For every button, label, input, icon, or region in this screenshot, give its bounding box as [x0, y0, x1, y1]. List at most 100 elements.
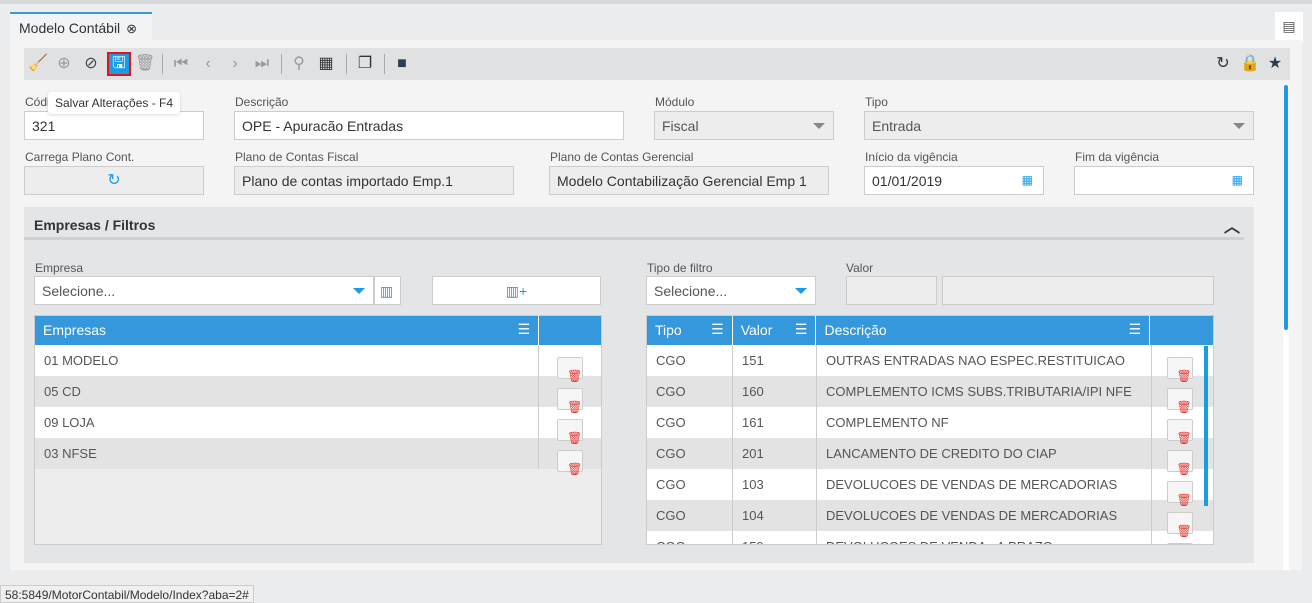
tipo-cell: CGO — [647, 469, 733, 500]
table-row[interactable]: 05 CD 🗑 — [35, 376, 601, 414]
delete-cell: 🗑 — [539, 376, 601, 414]
empresa-cell: 03 NFSE — [35, 438, 540, 469]
cancel-icon[interactable]: ⊘ — [84, 55, 98, 72]
tipo-label: Tipo — [865, 95, 888, 109]
empresa-select[interactable]: Selecione... — [34, 276, 374, 305]
empresa-cell: 05 CD — [35, 376, 540, 407]
valor-cell: 151 — [733, 345, 817, 376]
inicio-value: 01/01/2019 — [872, 173, 943, 189]
clean-broom-icon[interactable]: 🧹 — [28, 55, 48, 72]
delete-row-trash-icon[interactable]: 🗑 — [1166, 512, 1193, 538]
save-tooltip: Salvar Alterações - F4 — [48, 92, 181, 114]
table-row[interactable]: CGO159DEVOLUCOES DE VENDA - A PRAZO 🗑 — [647, 531, 1213, 544]
delete-row-trash-icon[interactable]: 🗑 — [1166, 419, 1193, 445]
tab-title: Modelo Contábil — [19, 20, 121, 36]
valor-input-1[interactable] — [846, 276, 937, 305]
descricao-cell: DEVOLUCOES DE VENDAS DE MERCADORIAS — [817, 469, 1152, 500]
layers-icon[interactable]: ■ — [397, 55, 407, 72]
descricao-column-header[interactable]: Descrição ☰ — [816, 316, 1151, 345]
refresh-icon[interactable]: ↻ — [1216, 55, 1230, 72]
page-scrollbar-thumb[interactable] — [1284, 85, 1288, 330]
column-menu-icon[interactable]: ☰ — [1128, 321, 1142, 337]
valor-cell: 103 — [733, 469, 817, 500]
delete-cell: 🗑 — [1152, 531, 1207, 544]
filtros-grid: Tipo ☰ Valor ☰ Descrição ☰ CGO 151 OUTRAS ENT… — [646, 315, 1214, 545]
last-record-icon[interactable]: ⏭ — [254, 55, 270, 72]
status-url: 58:5849/MotorContabil/Modelo/Index?aba=2… — [0, 585, 254, 603]
delete-row-trash-icon[interactable]: 🗑 — [1166, 543, 1193, 544]
tab-modelo-contabil[interactable]: Modelo Contábil ⊗ — [10, 12, 152, 40]
tipo-cell: CGO — [647, 438, 733, 469]
tipo-filtro-select[interactable]: Selecione... — [646, 276, 816, 305]
next-record-icon[interactable]: › — [232, 55, 238, 72]
favorite-star-icon[interactable]: ★ — [1267, 55, 1283, 72]
table-row[interactable]: CGO 160 COMPLEMENTO ICMS SUBS.TRIBUTARIA/I… — [647, 376, 1213, 414]
empresa-value: Selecione... — [42, 283, 116, 299]
table-row[interactable]: CGO 161 COMPLEMENTO NF 🗑 — [647, 407, 1213, 445]
tipo-filtro-label: Tipo de filtro — [647, 261, 713, 275]
table-row[interactable]: 03 NFSE 🗑 — [35, 438, 601, 476]
section-title: Empresas / Filtros — [34, 217, 156, 233]
header-label: Empresas — [43, 322, 107, 338]
plano-fiscal-input[interactable]: Plano de contas importado Emp.1 — [234, 166, 514, 195]
codigo-input[interactable]: 321 — [24, 111, 204, 140]
tipo-select[interactable]: Entrada — [864, 111, 1254, 140]
table-row[interactable]: CGO 201 LANCAMENTO DE CREDITO DO CIAP 🗑 — [647, 438, 1213, 476]
fim-date-input[interactable]: ▦ — [1074, 166, 1254, 195]
save-icon[interactable]: 🖫 — [107, 52, 131, 76]
close-windows-icon[interactable]: ▤ — [1275, 12, 1303, 42]
valor-cell: 160 — [733, 376, 817, 407]
table-row[interactable]: 09 LOJA 🗑 — [35, 407, 601, 445]
modulo-select[interactable]: Fiscal — [654, 111, 834, 140]
tipo-cell: CGO — [647, 407, 733, 438]
delete-row-trash-icon[interactable]: 🗑 — [557, 419, 584, 445]
delete-icon[interactable]: 🗑 — [135, 55, 156, 72]
calendar-icon[interactable]: ▦ — [1231, 173, 1243, 187]
copy-icon[interactable]: ❐ — [357, 55, 373, 72]
inicio-date-input[interactable]: 01/01/2019 ▦ — [864, 166, 1044, 195]
grid-scrollbar[interactable] — [1204, 346, 1208, 506]
search-icon[interactable]: ⚲ — [293, 55, 305, 72]
table-row[interactable]: CGO 151 OUTRAS ENTRADAS NAO ESPEC.RESTITUI… — [647, 345, 1213, 383]
descricao-cell: LANCAMENTO DE CREDITO DO CIAP — [817, 438, 1152, 469]
column-menu-icon[interactable]: ☰ — [517, 321, 531, 337]
delete-row-trash-icon[interactable]: 🗑 — [1166, 388, 1193, 414]
add-icon[interactable]: ⊕ — [57, 55, 71, 72]
delete-row-trash-icon[interactable]: 🗑 — [557, 388, 584, 414]
chevron-down-icon — [1233, 123, 1245, 129]
delete-row-trash-icon[interactable]: 🗑 — [1166, 481, 1193, 507]
delete-row-trash-icon[interactable]: 🗑 — [557, 357, 584, 383]
table-row[interactable]: CGO 104 DEVOLUCOES DE VENDAS DE MERCADORIA… — [647, 500, 1213, 538]
carrega-plano-button[interactable]: ↻ — [24, 166, 204, 195]
divider — [384, 54, 385, 74]
valor-input-2[interactable] — [942, 276, 1214, 305]
delete-cell: 🗑 — [1152, 345, 1207, 383]
plano-gerencial-input[interactable]: Modelo Contabilização Gerencial Emp 1 — [549, 166, 829, 195]
delete-row-trash-icon[interactable]: 🗑 — [1166, 357, 1193, 383]
close-tab-icon[interactable]: ⊗ — [126, 21, 138, 36]
column-menu-icon[interactable]: ☰ — [794, 321, 808, 337]
add-empresas-button[interactable]: ▥+ — [432, 276, 601, 305]
add-empresa-icon[interactable]: ▥ — [374, 276, 401, 305]
descricao-label: Descrição — [235, 95, 289, 109]
grid-view-icon[interactable]: ▦ — [318, 55, 334, 72]
column-menu-icon[interactable]: ☰ — [711, 321, 724, 337]
empresa-cell: 01 MODELO — [35, 345, 540, 376]
previous-record-icon[interactable]: ‹ — [205, 55, 211, 72]
divider — [24, 237, 1244, 240]
actions-header — [1150, 316, 1213, 345]
descricao-input[interactable]: OPE - Apuracão Entradas — [234, 111, 624, 140]
valor-column-header[interactable]: Valor ☰ — [733, 316, 817, 345]
first-record-icon[interactable]: ⏮ — [173, 55, 189, 72]
empresas-column-header[interactable]: Empresas ☰ — [35, 316, 540, 345]
descricao-cell: DEVOLUCOES DE VENDA - A PRAZO — [817, 531, 1152, 544]
table-row[interactable]: 01 MODELO 🗑 — [35, 345, 601, 383]
collapse-chevron-up-icon[interactable]: ︿ — [1223, 219, 1240, 236]
delete-row-trash-icon[interactable]: 🗑 — [1166, 450, 1193, 476]
delete-row-trash-icon[interactable]: 🗑 — [557, 450, 584, 476]
table-row[interactable]: CGO 103 DEVOLUCOES DE VENDAS DE MERCADORIA… — [647, 469, 1213, 507]
lock-icon[interactable]: 🔒 — [1240, 55, 1260, 72]
descricao-cell: DEVOLUCOES DE VENDAS DE MERCADORIAS — [817, 500, 1152, 531]
tipo-column-header[interactable]: Tipo ☰ — [647, 316, 733, 345]
calendar-icon[interactable]: ▦ — [1021, 173, 1033, 187]
